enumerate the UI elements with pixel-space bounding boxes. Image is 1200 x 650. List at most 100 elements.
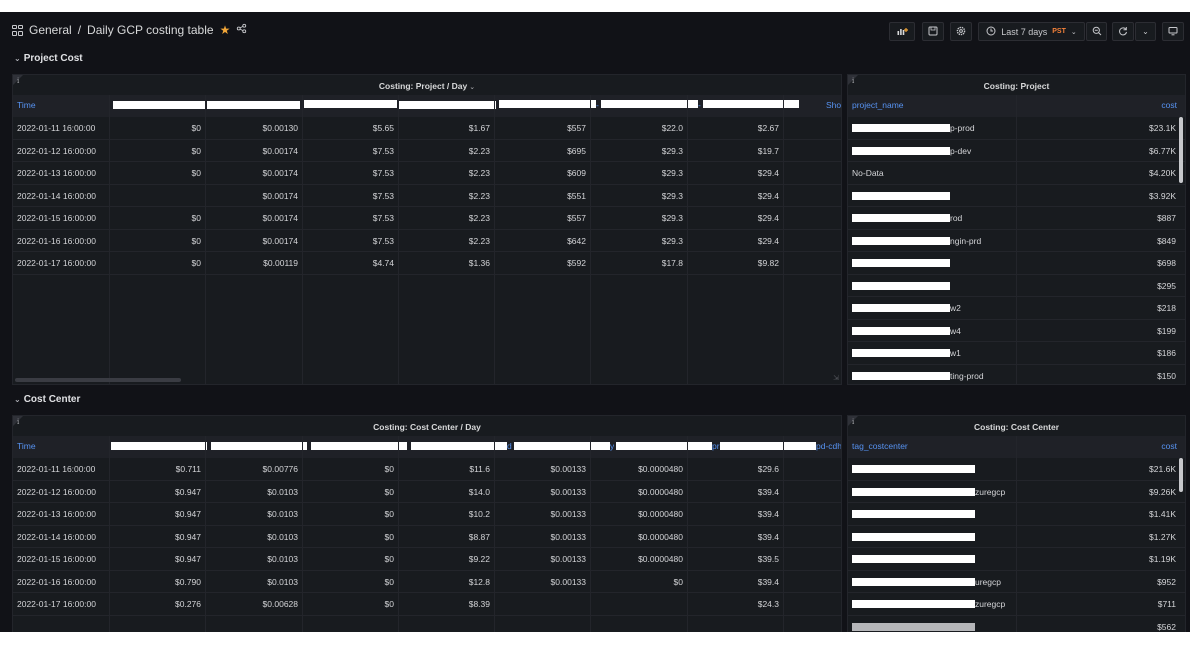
star-icon[interactable]: ★ — [219, 23, 231, 37]
table-row[interactable]: $3.92K — [848, 185, 1185, 207]
table-cell-name — [975, 616, 1055, 633]
table-row[interactable]: $21.6K — [848, 458, 1185, 481]
redacted-column-header[interactable] — [399, 101, 496, 109]
time-range-picker[interactable]: Last 7 days PST ⌄ — [978, 22, 1085, 41]
panel-title[interactable]: Costing: Project — [983, 81, 1050, 91]
row-project-cost[interactable]: ⌄ Project Cost — [14, 53, 83, 64]
folder-link[interactable]: General — [29, 23, 72, 37]
row-title-label: Project Cost — [23, 53, 83, 64]
table-cell: $0.00174 — [262, 235, 298, 246]
zoom-out-button[interactable] — [1086, 22, 1107, 41]
grid-icon[interactable] — [12, 24, 23, 36]
table-cell-name — [975, 503, 1055, 525]
redacted-column-header[interactable] — [703, 100, 799, 108]
panel-title-text: Costing: Project / Day — [378, 81, 468, 91]
table-cell-time: 2022-01-15 16:00:00 — [17, 554, 96, 564]
table-row[interactable]: w2 $218 — [848, 297, 1185, 320]
table-row[interactable]: zuregcp $711 — [848, 593, 1185, 616]
table-row[interactable]: p-prod $23.1K — [848, 117, 1185, 140]
settings-button[interactable] — [950, 22, 972, 41]
redacted-column-header[interactable] — [113, 101, 205, 109]
redacted-column-header[interactable] — [211, 442, 307, 450]
info-icon[interactable]: i — [852, 418, 855, 426]
table-row[interactable]: w4 $199 — [848, 320, 1185, 342]
panel-title[interactable]: Costing: Project / Day ⌄ — [13, 81, 841, 91]
row-cost-center[interactable]: ⌄ Cost Center — [14, 394, 80, 405]
redacted-column-header[interactable] — [111, 442, 207, 450]
column-divider — [302, 436, 303, 632]
share-icon[interactable] — [236, 23, 247, 37]
table-cell: $0 — [191, 213, 201, 223]
redacted-column-header[interactable] — [311, 442, 407, 450]
add-panel-button[interactable] — [889, 22, 915, 41]
table-cell — [590, 593, 683, 615]
save-dashboard-button[interactable] — [922, 22, 944, 41]
table-row[interactable]: No-Data $4.20K — [848, 162, 1185, 185]
chevron-down-icon: ⌄ — [1070, 28, 1077, 36]
table-row[interactable]: $1.41K — [848, 503, 1185, 526]
redacted-column-header[interactable] — [720, 442, 816, 450]
table-cell-name: ting-prod — [950, 370, 984, 381]
chevron-down-icon[interactable]: ⌄ — [469, 84, 476, 91]
column-header-fragment: - — [596, 100, 599, 110]
refresh-interval-dropdown[interactable]: ⌄ — [1135, 22, 1156, 41]
table-row: 2022-01-13 16:00:00 $0 $0.00174 $7.53 $2.23 $… — [13, 162, 841, 185]
redacted-column-header[interactable] — [411, 442, 507, 450]
column-divider — [1016, 95, 1017, 384]
table-row[interactable]: $1.19K — [848, 548, 1185, 571]
column-header-fragment[interactable]: Sho — [826, 100, 842, 110]
table-cell: $7.53 — [372, 168, 394, 178]
table-row: 2022-01-11 16:00:00 $0.711 $0.00776 $0 $11.6… — [13, 458, 841, 481]
column-header-project-name[interactable]: project_name — [852, 100, 904, 110]
vertical-scrollbar[interactable] — [1179, 117, 1183, 183]
table-cell: $8.87 — [468, 531, 490, 542]
tv-mode-button[interactable] — [1162, 22, 1184, 41]
column-divider — [398, 95, 399, 384]
table-cell-time: 2022-01-11 16:00:00 — [17, 464, 96, 474]
vertical-scrollbar[interactable] — [1179, 458, 1183, 492]
table-row[interactable]: $1.27K — [848, 526, 1185, 548]
table-row[interactable]: $698 — [848, 252, 1185, 275]
column-header-tag-costcenter[interactable]: tag_costcenter — [852, 441, 908, 451]
table-cell: $29.4 — [757, 235, 779, 246]
redacted-column-header[interactable] — [514, 442, 610, 450]
table-row[interactable]: ting-prod $150 — [848, 365, 1185, 385]
table-row[interactable]: $295 — [848, 275, 1185, 297]
redacted-name — [852, 304, 950, 312]
table-row[interactable]: zuregcp $9.26K — [848, 481, 1185, 503]
column-divider — [783, 95, 784, 384]
zoom-out-icon — [1092, 26, 1102, 38]
panel-costing-cost-center-day: i Costing: Cost Center / Day Time d y pr… — [12, 415, 842, 632]
redacted-column-header[interactable] — [616, 442, 712, 450]
dashboard-title[interactable]: Daily GCP costing table — [87, 23, 214, 37]
table-cell: $0.947 — [175, 554, 201, 564]
column-header-fragment[interactable]: pd-cdh — [816, 441, 842, 451]
panel-title[interactable]: Costing: Cost Center — [974, 422, 1059, 432]
redacted-column-header[interactable] — [499, 100, 596, 108]
column-header-time[interactable]: Time — [17, 100, 36, 110]
table-row[interactable]: w1 $186 — [848, 342, 1185, 365]
table-cell: $2.23 — [468, 168, 490, 178]
column-header-cost[interactable]: cost — [1161, 441, 1177, 451]
table-row[interactable]: $562 — [848, 616, 1185, 633]
redacted-column-header[interactable] — [207, 101, 300, 109]
info-icon[interactable]: i — [852, 77, 855, 85]
table-row[interactable]: p-dev $6.77K — [848, 140, 1185, 162]
refresh-button[interactable] — [1112, 22, 1134, 41]
column-header-time[interactable]: Time — [17, 441, 36, 451]
column-header-cost[interactable]: cost — [1161, 100, 1177, 110]
resize-handle[interactable]: ⇲ — [833, 375, 839, 382]
table-cell: $2.23 — [468, 213, 490, 223]
redacted-column-header[interactable] — [304, 100, 397, 108]
table-cell-name: w1 — [950, 348, 961, 358]
table-row[interactable]: ngin-prd $849 — [848, 230, 1185, 252]
table-row[interactable]: rod $887 — [848, 207, 1185, 230]
info-icon[interactable]: i — [17, 77, 20, 85]
panel-title[interactable]: Costing: Cost Center / Day — [373, 422, 481, 432]
table-cell: $0.00130 — [262, 123, 298, 133]
table-row[interactable]: uregcp $952 — [848, 571, 1185, 593]
timezone-badge: PST — [1052, 28, 1066, 35]
horizontal-scrollbar[interactable] — [15, 378, 181, 382]
info-icon[interactable]: i — [17, 418, 20, 426]
redacted-column-header[interactable] — [601, 100, 698, 108]
